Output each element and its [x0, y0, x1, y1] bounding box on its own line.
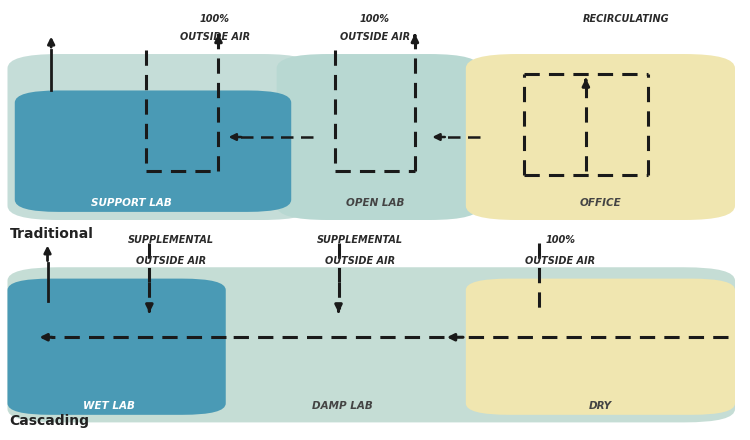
Text: SUPPLEMENTAL: SUPPLEMENTAL	[317, 235, 404, 245]
Text: 100%: 100%	[360, 14, 390, 24]
FancyBboxPatch shape	[466, 279, 735, 415]
Text: SUPPORT LAB: SUPPORT LAB	[91, 198, 172, 208]
Text: OPEN LAB: OPEN LAB	[346, 198, 404, 208]
Text: 100%: 100%	[545, 235, 575, 245]
FancyBboxPatch shape	[466, 54, 735, 220]
Text: DAMP LAB: DAMP LAB	[312, 401, 373, 411]
Text: WET LAB: WET LAB	[83, 401, 135, 411]
Text: Cascading: Cascading	[10, 414, 90, 428]
Text: OUTSIDE AIR: OUTSIDE AIR	[340, 32, 410, 42]
Text: SUPPLEMENTAL: SUPPLEMENTAL	[128, 235, 214, 245]
Text: OUTSIDE AIR: OUTSIDE AIR	[525, 256, 596, 266]
FancyBboxPatch shape	[8, 267, 735, 422]
Text: OFFICE: OFFICE	[580, 198, 621, 208]
Text: OUTSIDE AIR: OUTSIDE AIR	[180, 32, 250, 42]
FancyBboxPatch shape	[8, 279, 226, 415]
Text: Traditional: Traditional	[10, 227, 94, 241]
Text: RECIRCULATING: RECIRCULATING	[583, 14, 670, 24]
FancyBboxPatch shape	[15, 91, 291, 212]
Text: DRY: DRY	[589, 401, 612, 411]
FancyBboxPatch shape	[8, 54, 313, 220]
Text: OUTSIDE AIR: OUTSIDE AIR	[136, 256, 206, 266]
Text: 100%: 100%	[200, 14, 230, 24]
FancyBboxPatch shape	[277, 54, 480, 220]
Text: OUTSIDE AIR: OUTSIDE AIR	[326, 256, 395, 266]
